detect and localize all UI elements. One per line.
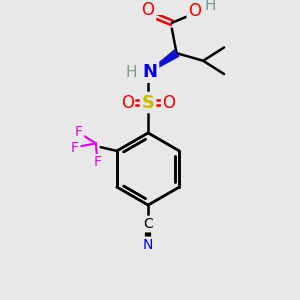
Text: C: C [143, 217, 153, 231]
Text: F: F [94, 155, 102, 169]
Polygon shape [152, 50, 179, 70]
Text: O: O [121, 94, 134, 112]
Text: O: O [142, 2, 154, 20]
Text: F: F [71, 141, 79, 155]
Text: O: O [163, 94, 176, 112]
Text: O: O [188, 2, 201, 20]
Text: N: N [142, 63, 158, 81]
Text: F: F [75, 125, 83, 139]
Text: N: N [143, 238, 153, 252]
Text: H: H [204, 0, 216, 13]
Text: S: S [142, 94, 154, 112]
Text: H: H [125, 65, 137, 80]
